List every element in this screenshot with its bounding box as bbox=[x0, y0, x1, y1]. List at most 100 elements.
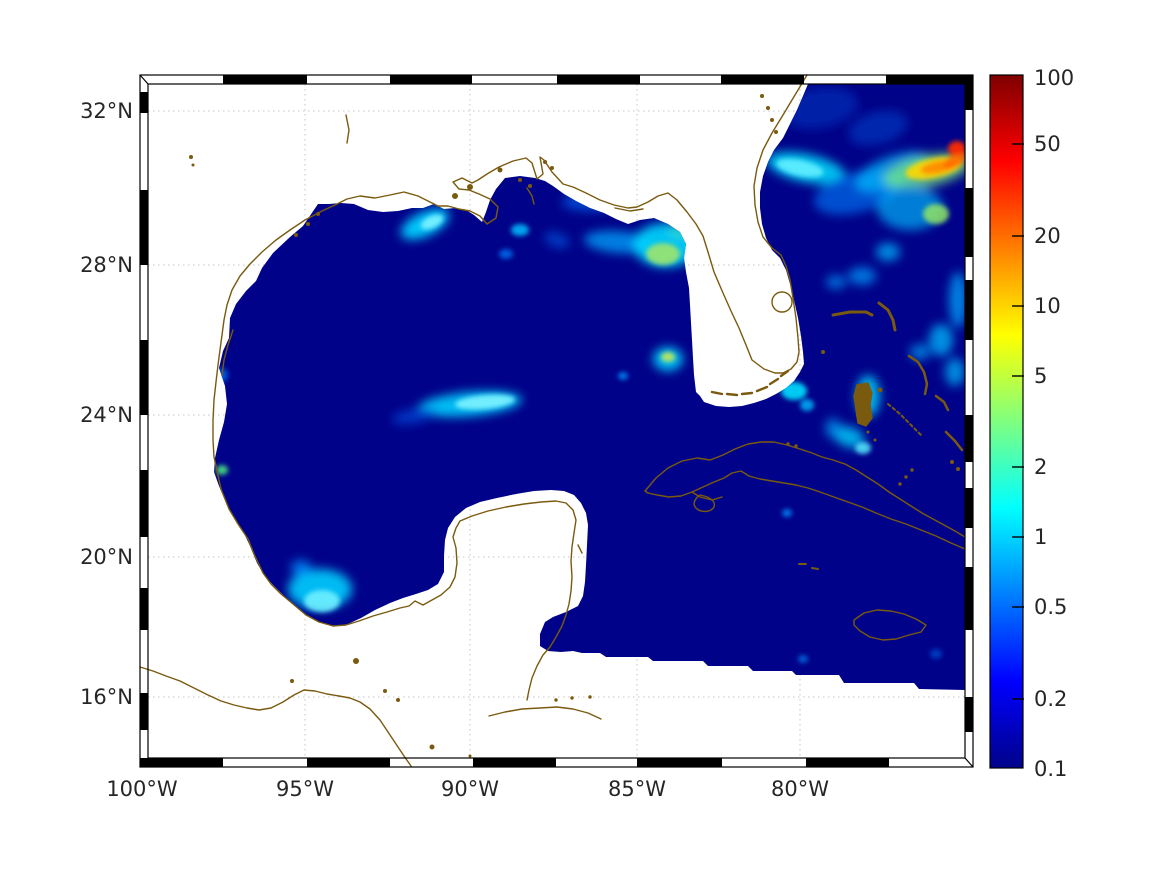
islet-dot bbox=[452, 193, 458, 199]
islet-dot bbox=[950, 460, 954, 464]
frame-tick-segment bbox=[140, 92, 148, 113]
colorbar-tick-label: 0.2 bbox=[1034, 687, 1067, 711]
coastline-long-island-bahamas bbox=[944, 430, 964, 452]
florida-keys-dash bbox=[725, 392, 739, 397]
coastline-gulf-mainland-coast bbox=[212, 156, 776, 701]
lon-tick-label: 80°W bbox=[771, 777, 829, 801]
florida-keys-dash bbox=[755, 385, 769, 393]
islet-dot bbox=[316, 212, 320, 216]
frame-tick-segment bbox=[140, 588, 148, 630]
islet-dot bbox=[353, 658, 359, 664]
concentration-patch bbox=[304, 590, 340, 612]
frame-tick-segment bbox=[473, 758, 556, 767]
frame-corner-miter bbox=[964, 757, 974, 768]
lon-tick-label: 85°W bbox=[608, 777, 666, 801]
frame-tick-segment bbox=[965, 415, 973, 462]
colorbar-tick-label: 50 bbox=[1034, 132, 1061, 156]
islet-dot bbox=[383, 689, 387, 693]
frame-corner-miter bbox=[139, 757, 149, 768]
coastline-cuba-batabano-inlet bbox=[691, 491, 723, 501]
coastline-abaco-island bbox=[877, 301, 897, 332]
islet-dot bbox=[770, 118, 774, 122]
frame-tick-segment bbox=[965, 280, 973, 340]
coastline-cat-island bbox=[934, 394, 950, 412]
islet-dot bbox=[518, 178, 522, 182]
colorbar-tick-label: 1 bbox=[1034, 525, 1047, 549]
frame-tick-segment bbox=[140, 470, 148, 537]
islet-dot bbox=[760, 94, 764, 98]
coastline-cayman-islands-b bbox=[811, 567, 819, 570]
florida-keys-dash bbox=[710, 390, 724, 396]
frame-tick-segment bbox=[223, 75, 307, 84]
concentration-patch bbox=[848, 110, 908, 146]
concentration-patch bbox=[618, 372, 628, 380]
concentration-patch bbox=[646, 243, 680, 265]
axis-labels: 32°N 28°N 24°N 20°N 16°N 100°W 95°W 90°W 85°W 80°… bbox=[80, 99, 829, 801]
concentration-patch bbox=[923, 204, 949, 224]
lat-tick-label: 20°N bbox=[80, 545, 133, 569]
islet-dot bbox=[866, 430, 870, 434]
coastline-pacific-mexico-coast bbox=[139, 666, 412, 767]
frame-tick-segment bbox=[140, 190, 148, 265]
patches-core bbox=[216, 141, 965, 663]
lake-okeechobee bbox=[771, 291, 793, 313]
concentration-patch bbox=[930, 649, 942, 659]
frame-tick-segment bbox=[637, 758, 722, 767]
concentration-patch bbox=[291, 560, 311, 576]
concentration-patch bbox=[798, 655, 808, 663]
islet-dot bbox=[189, 155, 193, 159]
coastline-jamaica-coast bbox=[853, 609, 927, 641]
islet-dot bbox=[306, 222, 310, 226]
coastline-cozumel-island bbox=[577, 544, 583, 554]
coastline-toledo-bend-lake bbox=[345, 114, 350, 144]
concentration-patch bbox=[825, 418, 841, 438]
colorbar-tick-label: 20 bbox=[1034, 224, 1061, 248]
frame-tick-segment bbox=[965, 188, 973, 257]
coastline-exuma-cays bbox=[887, 403, 923, 437]
concentration-patch bbox=[848, 267, 876, 285]
frame-tick-segment bbox=[140, 340, 148, 415]
map-frame bbox=[139, 74, 974, 768]
islet-dot bbox=[191, 163, 195, 167]
coastline-apalachicola-barrier bbox=[614, 207, 644, 212]
frame-corner-miter bbox=[964, 74, 974, 85]
frame-tick-segment bbox=[140, 693, 148, 730]
frame-tick-segment bbox=[557, 75, 640, 84]
florida-keys-dash bbox=[740, 391, 754, 396]
coastline-grand-bahama-island bbox=[831, 310, 874, 317]
coastlines bbox=[139, 74, 966, 767]
islet-dot bbox=[554, 698, 558, 702]
concentration-patch bbox=[511, 224, 529, 236]
coastline-cuba-south-coast bbox=[644, 470, 966, 550]
coastline-honduras-coast bbox=[488, 706, 602, 720]
frame-tick-segment bbox=[721, 75, 804, 84]
concentration-patch bbox=[945, 358, 965, 386]
concentration-patch bbox=[855, 442, 871, 454]
frame-tick-segment bbox=[886, 75, 965, 84]
concentration-patch bbox=[544, 232, 570, 248]
islet-dot bbox=[588, 695, 592, 699]
florida-keys-dash bbox=[779, 369, 790, 378]
coastline-isla-juventud bbox=[693, 494, 716, 513]
lat-tick-label: 16°N bbox=[80, 685, 133, 709]
islet-dot bbox=[794, 444, 798, 448]
concentration-patch bbox=[948, 141, 965, 157]
islet-dot bbox=[910, 468, 914, 472]
concentration-patch bbox=[800, 399, 814, 411]
concentration-patch bbox=[833, 426, 865, 448]
islet-dot bbox=[497, 167, 503, 173]
islet-dot bbox=[570, 696, 574, 700]
colorbar-tick-label: 100 bbox=[1034, 66, 1074, 90]
concentration-patch bbox=[942, 153, 965, 169]
islet-dot bbox=[290, 679, 294, 683]
frame-tick-segment bbox=[965, 567, 973, 630]
lon-tick-label: 95°W bbox=[276, 777, 334, 801]
concentration-patch bbox=[661, 352, 675, 362]
colorbar-gradient-bar bbox=[989, 74, 1024, 769]
frame-tick-segment bbox=[965, 488, 973, 528]
lon-tick-label: 100°W bbox=[106, 777, 178, 801]
colorbar-tick-label: 0.1 bbox=[1034, 757, 1067, 781]
islet-dot bbox=[873, 438, 877, 442]
islet-dot bbox=[898, 482, 902, 486]
frame-tick-segment bbox=[965, 75, 973, 110]
